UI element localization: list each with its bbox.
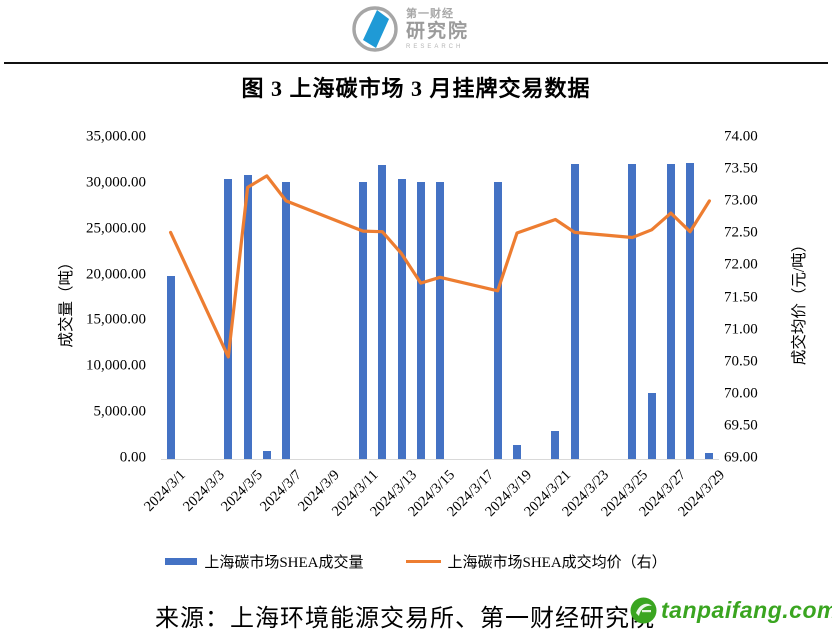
header-divider — [4, 62, 828, 64]
volume-bar — [243, 174, 252, 459]
volume-bar — [378, 164, 387, 459]
volume-bar — [262, 450, 271, 459]
yicai-research-logo-icon — [352, 6, 398, 52]
volume-bar — [359, 182, 368, 459]
legend-price-label: 上海碳市场SHEA成交均价（右） — [447, 555, 667, 571]
left-axis-tick: 15,000.00 — [86, 312, 146, 329]
volume-bar — [166, 275, 175, 459]
volume-swatch-icon — [165, 558, 198, 565]
brand-main-label: 研究院 — [406, 20, 470, 42]
right-axis-tick: 69.00 — [724, 449, 758, 466]
volume-bar — [570, 163, 579, 459]
right-axis-tick: 73.00 — [724, 192, 758, 209]
right-axis-tick: 72.50 — [724, 224, 758, 241]
brand-top-label: 第一财经 — [406, 7, 454, 20]
left-axis-tick: 30,000.00 — [86, 174, 146, 191]
x-axis-tick: 2024/3/3 — [179, 467, 228, 515]
right-axis-tick: 74.00 — [724, 128, 758, 145]
left-axis-tick: 5,000.00 — [93, 403, 147, 420]
volume-bar — [551, 430, 560, 459]
volume-bar — [282, 182, 291, 459]
volume-bar — [647, 392, 656, 459]
volume-bar — [493, 182, 502, 459]
volume-bar — [397, 179, 406, 459]
watermark: tanpaifang.com — [630, 597, 832, 624]
tanpaifang-icon — [630, 597, 657, 624]
volume-bar — [666, 163, 675, 459]
volume-bar — [224, 179, 233, 459]
right-axis-tick: 71.50 — [724, 289, 758, 306]
volume-bar — [512, 445, 521, 459]
volume-bar — [416, 182, 425, 459]
right-axis-tick: 70.50 — [724, 353, 758, 370]
brand-logo: 第一财经 研究院 RESEARCH — [350, 3, 469, 55]
left-axis-title: 成交量（吨） — [58, 254, 75, 348]
chart-legend: 上海碳市场SHEA成交量 上海碳市场SHEA成交均价（右） — [0, 551, 832, 572]
source-note: 来源：上海环境能源交易所、第一财经研究院 — [155, 606, 655, 632]
x-axis-line — [161, 459, 719, 460]
right-axis-title: 成交均价（元/吨） — [791, 236, 808, 366]
right-axis-tick: 71.00 — [724, 321, 758, 338]
left-axis-tick: 20,000.00 — [86, 266, 146, 283]
right-axis-tick: 72.00 — [724, 257, 758, 274]
chart-title: 图 3 上海碳市场 3 月挂牌交易数据 — [241, 76, 591, 101]
watermark-label: tanpaifang.com — [661, 597, 832, 623]
right-axis-tick: 70.00 — [724, 385, 758, 402]
brand-sub-label: RESEARCH — [406, 43, 464, 50]
legend-item-volume: 上海碳市场SHEA成交量 — [165, 551, 364, 572]
left-axis-tick: 35,000.00 — [86, 128, 146, 145]
left-axis-tick: 0.00 — [119, 449, 146, 466]
right-axis-tick: 69.50 — [724, 417, 758, 434]
legend-volume-label: 上海碳市场SHEA成交量 — [204, 555, 364, 571]
price-swatch-icon — [405, 560, 441, 563]
volume-bar — [686, 162, 695, 459]
left-axis-tick: 10,000.00 — [86, 357, 146, 374]
left-axis-tick: 25,000.00 — [86, 220, 146, 237]
volume-bar — [436, 182, 444, 459]
x-axis-tick: 2024/3/5 — [218, 467, 266, 515]
legend-item-price: 上海碳市场SHEA成交均价（右） — [405, 551, 667, 572]
volume-bar — [705, 453, 714, 459]
x-axis-tick: 2024/3/1 — [141, 467, 189, 515]
right-axis-tick: 73.50 — [724, 160, 758, 177]
volume-bar — [628, 163, 637, 459]
brand-logo-text: 第一财经 研究院 RESEARCH — [406, 7, 470, 50]
x-axis-tick: 2024/3/7 — [256, 467, 305, 515]
